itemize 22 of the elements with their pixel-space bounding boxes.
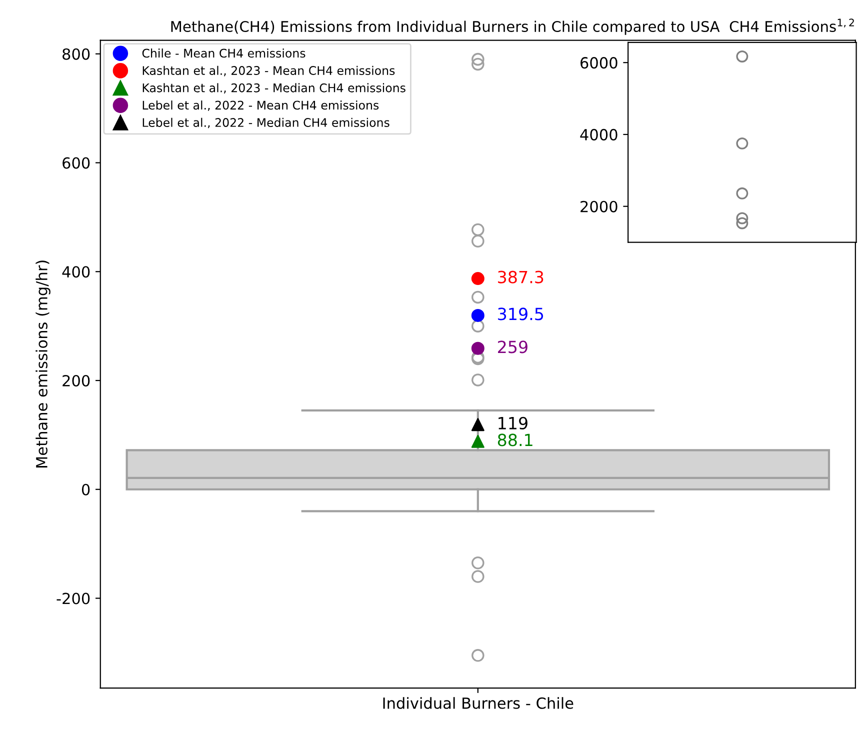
- data-label: 319.5: [498, 308, 544, 320]
- y-tick-label: 2000: [580, 200, 618, 212]
- y-tick-label: 400: [62, 266, 90, 278]
- x-tick-label: Individual Burners - Chile: [383, 697, 574, 709]
- legend-label: Chile - Mean CH4 emissions: [142, 48, 306, 58]
- data-label: 119: [498, 416, 528, 430]
- y-tick-label: 200: [62, 374, 90, 387]
- legend-label: Kashtan et al., 2023 - Mean CH4 emissions: [142, 66, 395, 76]
- y-tick-label: -200: [56, 592, 90, 604]
- chart-title: Methane(CH4) Emissions from Individual Burners in Chile compared to USA CH4 Emissions$^{1,2}$: [171, 18, 854, 35]
- y-tick-label: 800: [62, 48, 90, 60]
- data-label: 88.1: [498, 434, 532, 446]
- legend-label: Kashtan et al., 2023 - Median CH4 emissions: [142, 83, 406, 94]
- y-tick-label: 0: [82, 484, 90, 496]
- y-axis-title: Methane emissions (mg/hr): [36, 260, 50, 468]
- y-tick-label: 4000: [580, 128, 618, 140]
- data-label: 387.3: [498, 270, 544, 284]
- legend-label: Lebel et al., 2022 - Median CH4 emissions: [142, 118, 390, 128]
- y-tick-label: 6000: [580, 57, 618, 69]
- legend-label: Lebel et al., 2022 - Mean CH4 emissions: [142, 100, 379, 111]
- y-tick-label: 600: [62, 157, 90, 169]
- data-label: 259: [498, 340, 528, 354]
